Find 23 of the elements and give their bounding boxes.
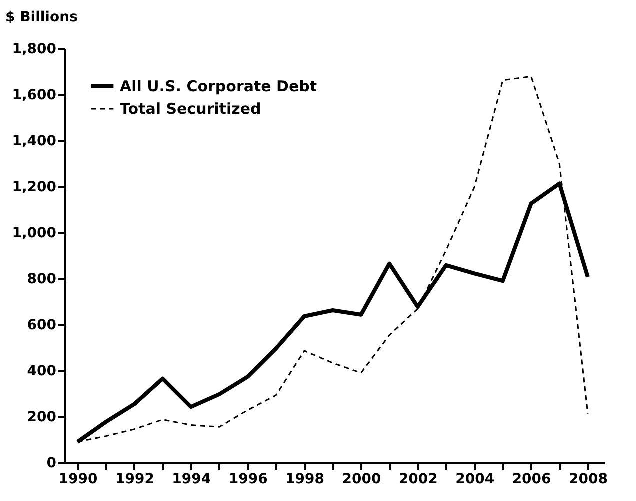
y-tick-label: 1,400 bbox=[12, 134, 57, 150]
legend-label: All U.S. Corporate Debt bbox=[120, 78, 318, 96]
y-axis-title: $ Billions bbox=[6, 10, 78, 26]
x-tick-label: 1992 bbox=[115, 472, 154, 488]
x-tick-label: 2008 bbox=[569, 472, 608, 488]
y-tick-label: 1,600 bbox=[12, 88, 57, 104]
x-tick-label: 1990 bbox=[58, 472, 98, 488]
y-tick-label: 1,200 bbox=[12, 180, 57, 196]
y-tick-label: 200 bbox=[27, 410, 57, 426]
x-tick-label: 1994 bbox=[172, 472, 212, 488]
y-tick-label: 0 bbox=[46, 456, 57, 472]
x-tick-label: 2002 bbox=[398, 472, 438, 488]
legend-label: Total Securitized bbox=[120, 100, 262, 118]
x-tick-label: 2004 bbox=[456, 472, 495, 488]
x-tick-label: 1998 bbox=[286, 472, 325, 488]
y-tick-label: 600 bbox=[27, 318, 57, 334]
y-tick-label: 800 bbox=[27, 272, 57, 288]
y-tick-label: 400 bbox=[27, 364, 57, 380]
x-tick-label: 2006 bbox=[512, 472, 552, 488]
x-tick-label: 2000 bbox=[342, 472, 382, 488]
y-tick-label: 1,800 bbox=[12, 42, 57, 58]
x-tick-label: 1996 bbox=[228, 472, 268, 488]
y-tick-label: 1,000 bbox=[12, 226, 57, 242]
